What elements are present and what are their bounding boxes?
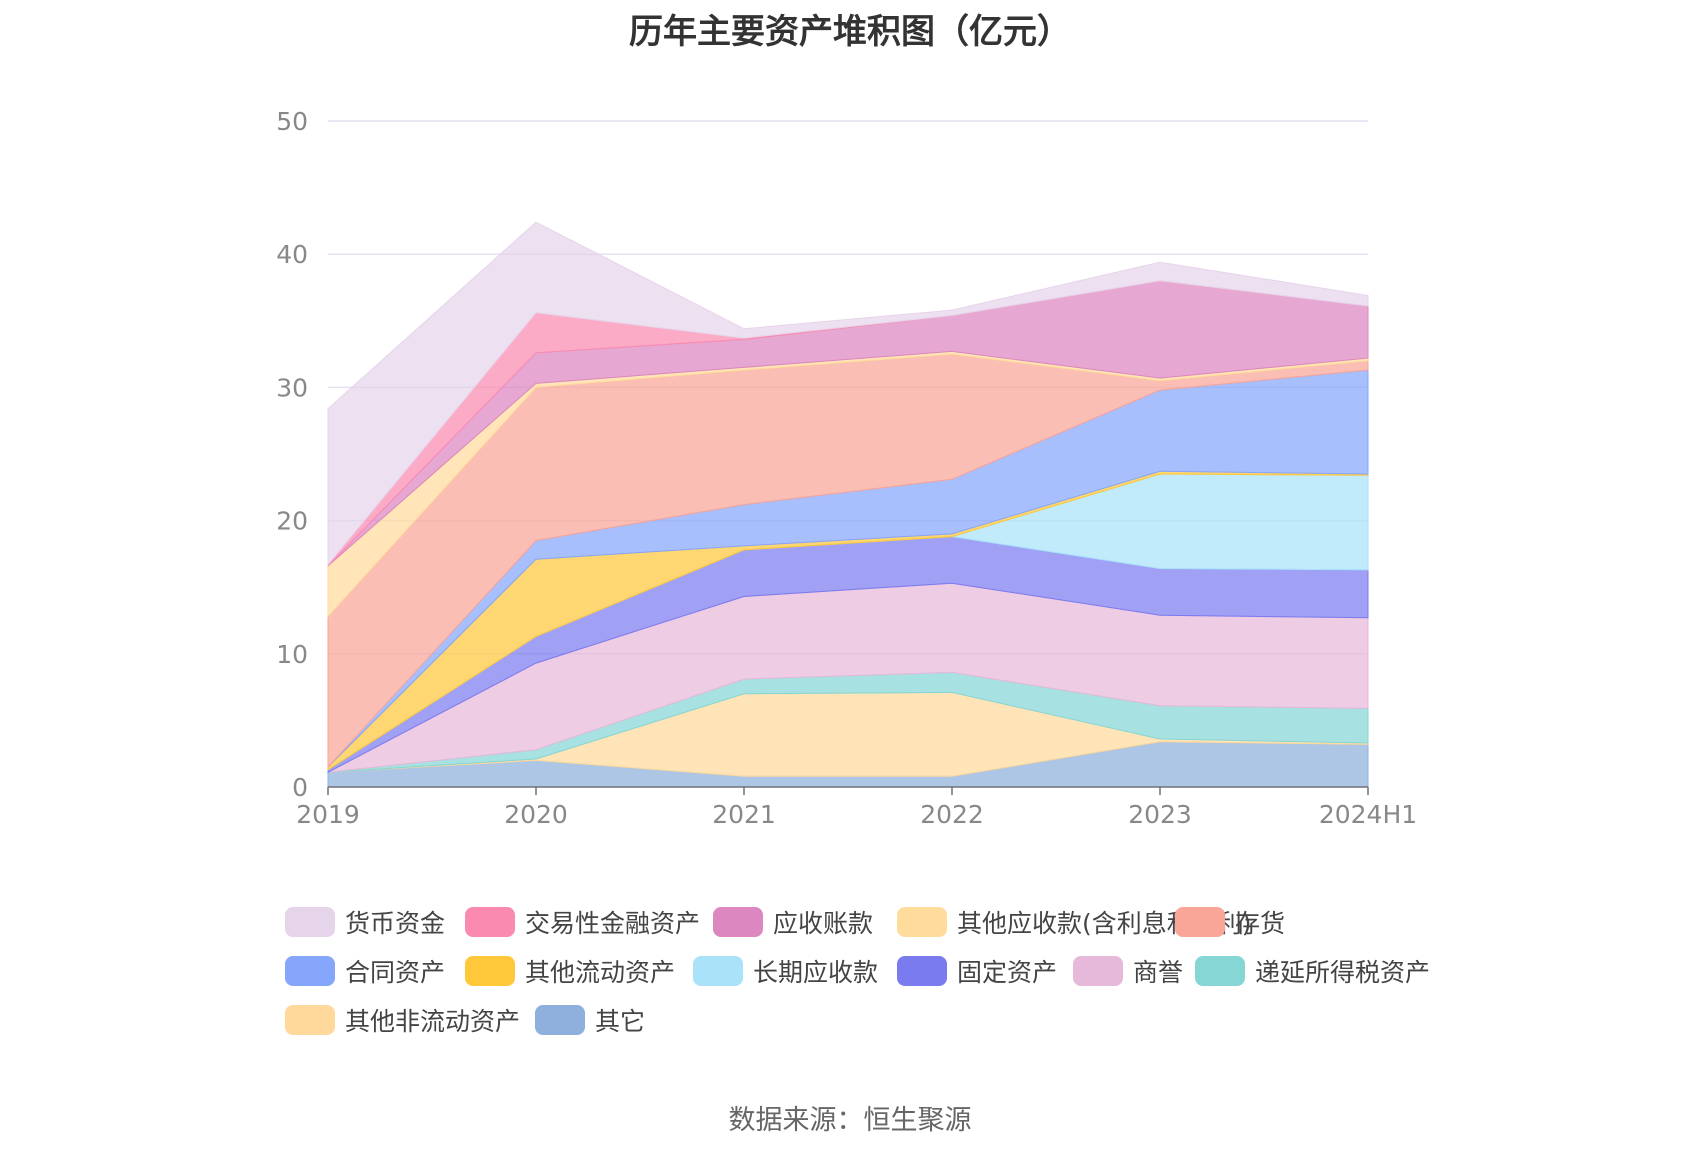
legend-item-其它[interactable]: 其它 (535, 1000, 645, 1040)
x-tick-label-2019: 2019 (296, 800, 360, 829)
legend-swatch (285, 956, 335, 986)
area-series-layer (327, 221, 1369, 788)
legend-label: 其他非流动资产 (345, 1007, 521, 1036)
legend-swatch (693, 956, 743, 986)
area-series-货币资金 (327, 221, 1369, 566)
y-tick-label-40: 40 (276, 240, 308, 269)
legend-item-货币资金[interactable]: 货币资金 (285, 902, 445, 942)
legend-swatch (713, 907, 763, 937)
axes: 0 10 20 30 40 50 2019 2020 2021 2022 2023 2024H1 (276, 107, 1417, 829)
legend-item-其他非流动资产[interactable]: 其他非流动资产 (285, 1000, 520, 1040)
legend-swatch (465, 956, 515, 986)
legend-label: 固定资产 (957, 958, 1058, 987)
legend-item-存货[interactable]: 存货 (1175, 902, 1285, 942)
legend-label: 货币资金 (345, 909, 446, 938)
legend-item-长期应收款[interactable]: 长期应收款 (693, 951, 878, 991)
legend-label: 长期应收款 (753, 958, 879, 987)
legend-swatch (897, 907, 947, 937)
y-tick-label-20: 20 (276, 507, 308, 536)
legend-item-交易性金融资产[interactable]: 交易性金融资产 (465, 902, 700, 942)
legend-label: 合同资产 (345, 958, 446, 987)
legend-item-应收账款[interactable]: 应收账款 (713, 902, 873, 942)
legend-swatch (465, 907, 515, 937)
legend-item-商誉[interactable]: 商誉 (1073, 951, 1183, 991)
legend-label: 交易性金融资产 (525, 909, 701, 938)
legend-label: 商誉 (1133, 958, 1184, 987)
x-tick-label-2021: 2021 (712, 800, 776, 829)
legend-label: 递延所得税资产 (1255, 958, 1431, 987)
y-tick-label-0: 0 (292, 773, 308, 802)
legend-swatch (1175, 907, 1225, 937)
y-tick-label-50: 50 (276, 107, 308, 136)
y-tick-label-30: 30 (276, 373, 308, 402)
legend-swatch (285, 907, 335, 937)
legend-item-递延所得税资产[interactable]: 递延所得税资产 (1195, 951, 1430, 991)
legend-label: 其它 (595, 1007, 646, 1036)
legend-swatch (285, 1005, 335, 1035)
legend-swatch (535, 1005, 585, 1035)
legend-swatch (1195, 956, 1245, 986)
legend-label: 其他流动资产 (525, 958, 676, 987)
x-tick-label-2024H1: 2024H1 (1319, 800, 1417, 829)
y-tick-label-10: 10 (276, 640, 308, 669)
source-note: 数据来源：恒生聚源 (728, 1105, 972, 1136)
legend-item-固定资产[interactable]: 固定资产 (897, 951, 1057, 991)
chart-title: 历年主要资产堆积图（亿元） (629, 12, 1071, 52)
legend-item-合同资产[interactable]: 合同资产 (285, 951, 445, 991)
legend-item-其他流动资产[interactable]: 其他流动资产 (465, 951, 675, 991)
legend-label: 存货 (1235, 909, 1286, 938)
legend-swatch (897, 956, 947, 986)
legend-label: 应收账款 (773, 909, 874, 938)
x-tick-label-2022: 2022 (920, 800, 984, 829)
legend-swatch (1073, 956, 1123, 986)
x-tick-label-2020: 2020 (504, 800, 568, 829)
x-tick-label-2023: 2023 (1128, 800, 1192, 829)
